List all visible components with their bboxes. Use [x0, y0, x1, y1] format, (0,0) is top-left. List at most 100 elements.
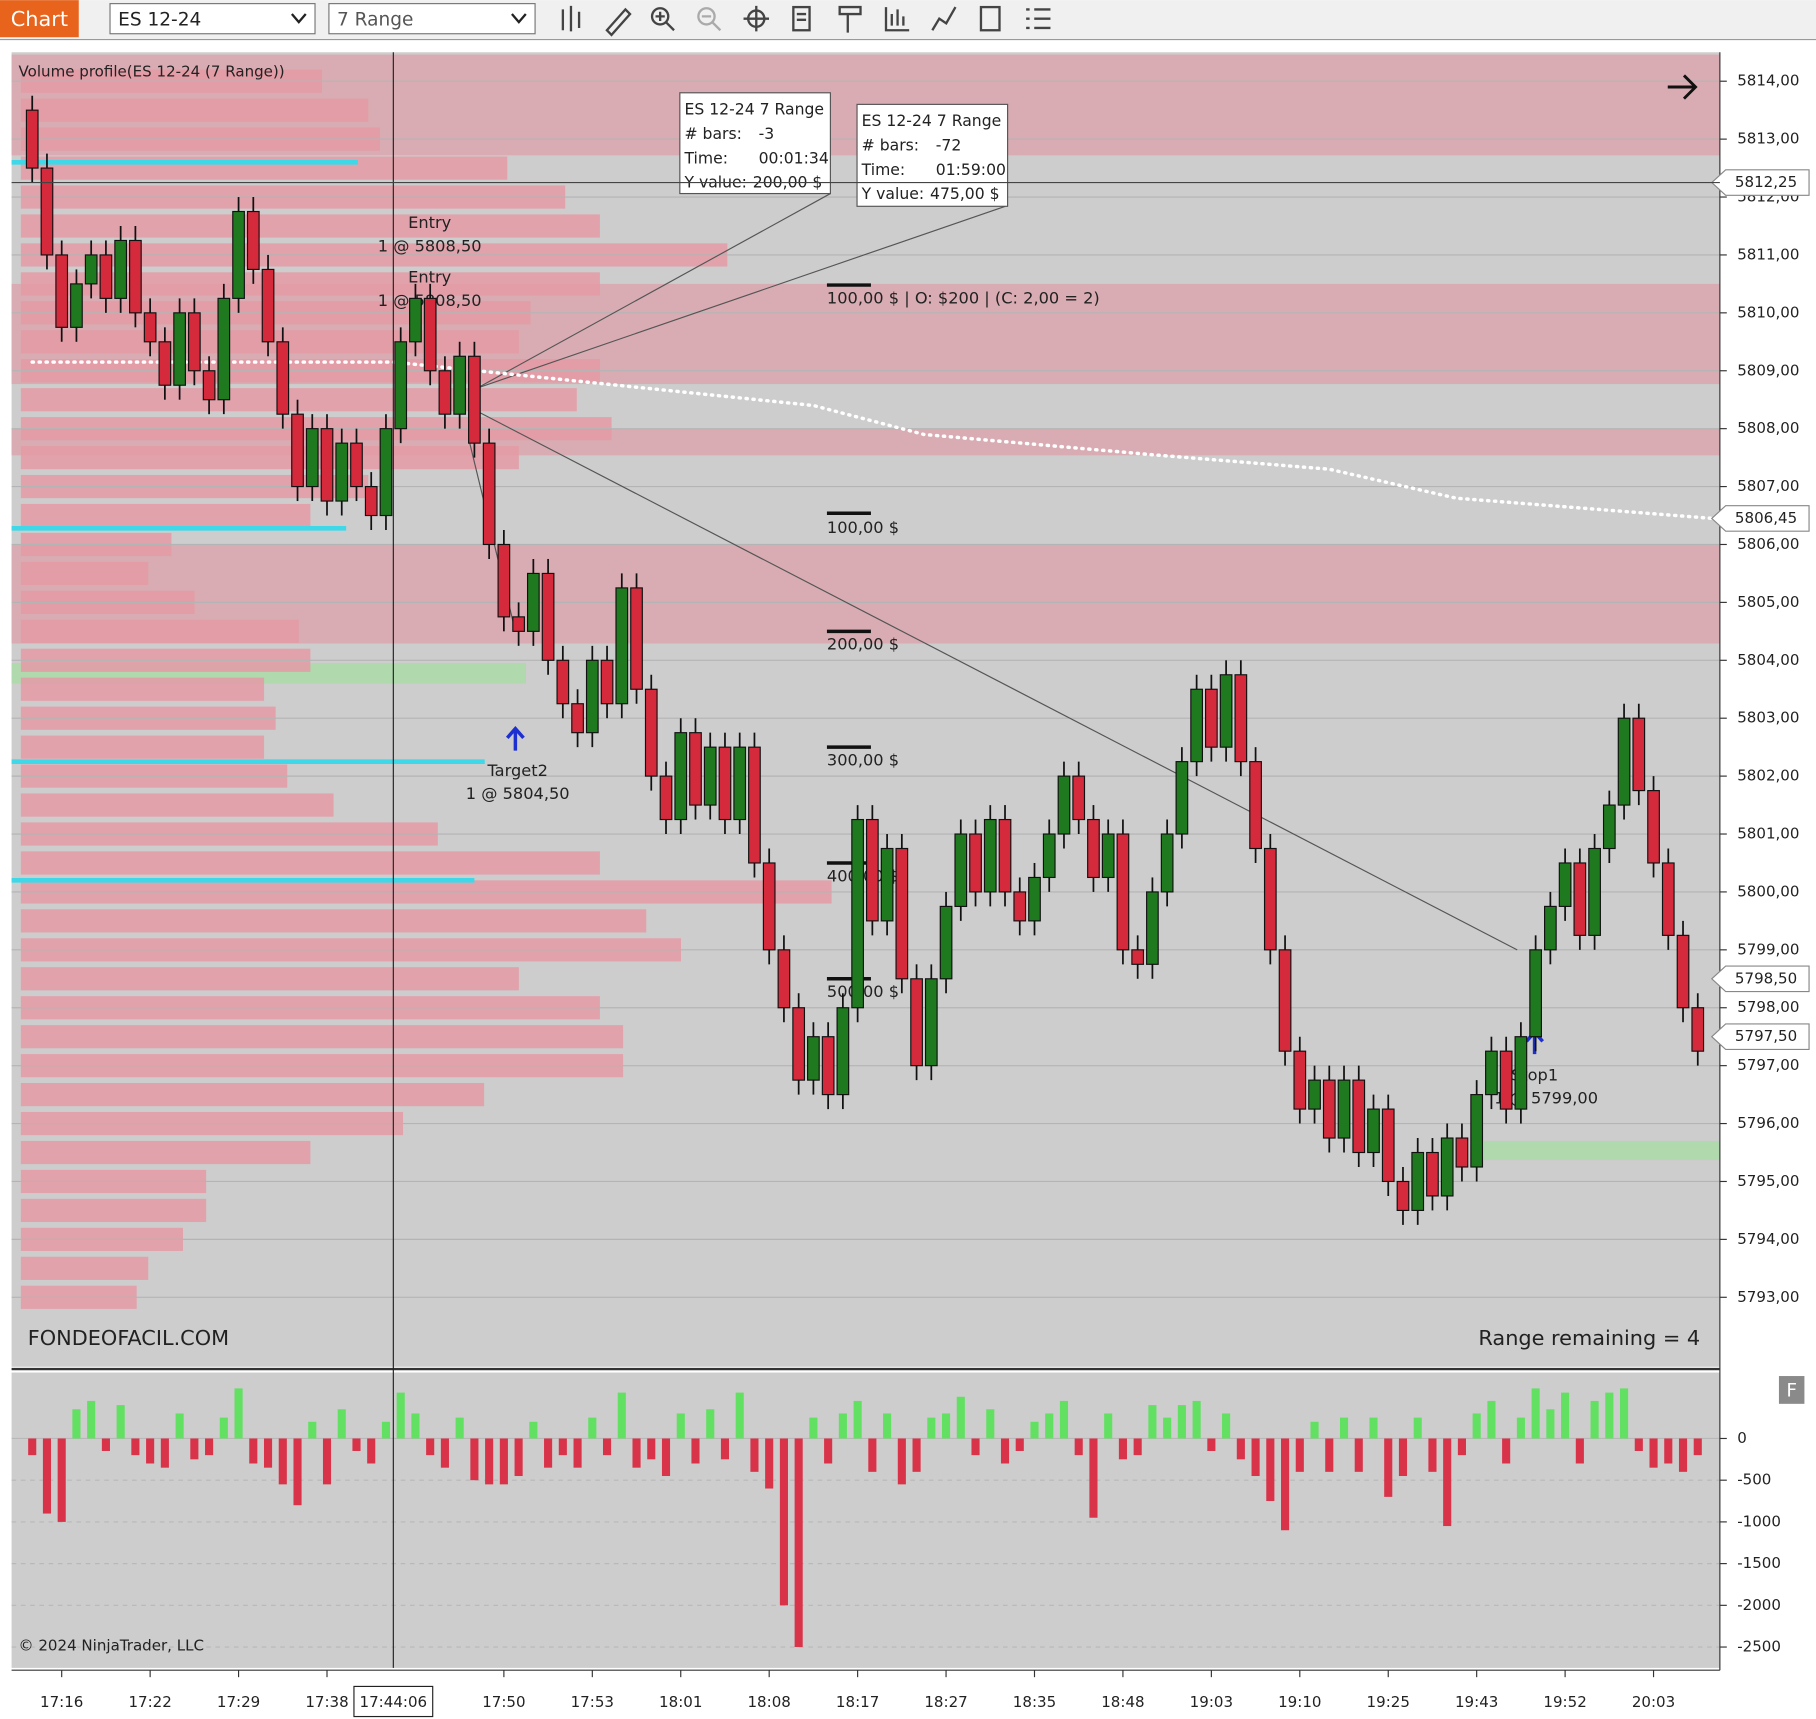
- candle-body: [423, 297, 437, 372]
- delta-bar: [573, 1438, 582, 1468]
- data-box-icon[interactable]: [792, 5, 811, 32]
- candle-body: [468, 355, 481, 444]
- delta-bar: [1354, 1438, 1363, 1472]
- instrument-select[interactable]: [109, 3, 316, 35]
- candle-body: [453, 355, 467, 415]
- tooltip-key: Time:: [683, 148, 728, 167]
- f-button[interactable]: [1778, 1376, 1805, 1404]
- x-tick-label: 20:03: [1632, 1693, 1675, 1711]
- candle-body: [173, 312, 186, 386]
- tooltip-box: [679, 92, 831, 195]
- candle-body: [541, 572, 555, 661]
- volume-profile-bar: [20, 967, 519, 991]
- instrument-label[interactable]: ES 12-24: [118, 9, 201, 30]
- delta-bar: [986, 1409, 995, 1439]
- delta-bar: [706, 1409, 715, 1439]
- delta-bar: [1015, 1438, 1024, 1451]
- candle-body: [1322, 1079, 1336, 1139]
- bars-icon[interactable]: [561, 5, 581, 32]
- delta-bar: [470, 1438, 479, 1481]
- delta-bar: [1398, 1438, 1408, 1477]
- candle-body: [379, 428, 393, 517]
- strategy-icon[interactable]: [931, 6, 957, 31]
- report-icon[interactable]: [979, 5, 1001, 32]
- candle-body: [1087, 818, 1100, 879]
- delta-bar: [1634, 1438, 1643, 1451]
- candle-body: [1573, 862, 1587, 936]
- dropdown-arrow: [511, 13, 527, 24]
- candle-body: [1308, 1079, 1321, 1110]
- candle-body: [497, 543, 511, 618]
- ruler-label: 300,00 $: [827, 751, 899, 770]
- chart-tab[interactable]: [0, 0, 79, 38]
- tooltip-value: 475,00 $: [930, 184, 1000, 203]
- zoom-in-icon[interactable]: [650, 7, 670, 26]
- delta-bar: [1059, 1400, 1069, 1439]
- templates-icon[interactable]: [838, 5, 862, 33]
- candle-body: [1661, 862, 1675, 936]
- ruler-label: 200,00 $: [827, 635, 899, 654]
- delta-bar: [440, 1438, 449, 1468]
- order-annotation: 1 @ 5804,50: [466, 784, 570, 803]
- draw-icon[interactable]: [605, 7, 632, 37]
- delta-bar: [1148, 1405, 1157, 1439]
- candle-body: [571, 703, 584, 734]
- zone: [1484, 1140, 1720, 1161]
- candle-body: [983, 818, 997, 893]
- volume-profile-bar: [20, 851, 600, 875]
- zoom-out-icon[interactable]: [697, 7, 716, 26]
- f-button-label[interactable]: F: [1786, 1381, 1797, 1402]
- tooltip: ES 12-24 7 Range # bars: -72 Time: 01:59…: [856, 103, 1009, 207]
- tooltip-key: Time:: [861, 160, 906, 179]
- candle-body: [777, 949, 791, 1009]
- delta-bar: [602, 1438, 612, 1456]
- x-tick-label: 17:53: [571, 1693, 614, 1711]
- candle-body: [1190, 688, 1203, 763]
- x-tick-label: 17:50: [482, 1693, 525, 1711]
- tooltip: ES 12-24 7 Range # bars: -3 Time: 00:01:…: [679, 92, 831, 195]
- volume-profile-bar: [20, 272, 600, 296]
- delta-bar: [1325, 1438, 1334, 1472]
- candle-body: [70, 283, 83, 328]
- delta-bar: [1561, 1392, 1570, 1439]
- range-remaining: Range remaining = 4: [1478, 1326, 1700, 1350]
- delta-bar: [1531, 1388, 1540, 1439]
- x-tick-label: 18:01: [659, 1693, 702, 1711]
- tooltip-key: Y value:: [861, 184, 924, 203]
- x-tick-label: 17:29: [217, 1693, 260, 1711]
- y-tick-label: 5796,00: [1737, 1114, 1799, 1132]
- indicators-icon[interactable]: [884, 7, 910, 32]
- candle-body: [129, 239, 142, 314]
- delta-bar: [544, 1438, 553, 1468]
- delta-bar: [897, 1438, 906, 1485]
- delta-bar: [617, 1392, 626, 1439]
- chart-tab-label[interactable]: Chart: [11, 7, 68, 31]
- candle-body: [836, 1007, 850, 1096]
- candle-body: [350, 442, 363, 488]
- delta-bar: [42, 1438, 52, 1514]
- volume-profile-bar: [20, 619, 299, 643]
- properties-icon[interactable]: [1026, 8, 1051, 30]
- bar-type-label[interactable]: 7 Range: [337, 9, 413, 30]
- candle-body: [55, 254, 69, 328]
- candle-body: [615, 587, 629, 705]
- candle-body: [1234, 674, 1248, 763]
- candle-body: [84, 254, 98, 285]
- delta-bar: [352, 1438, 361, 1451]
- volume-profile-bar: [20, 1198, 207, 1223]
- candle-body: [718, 746, 732, 821]
- watermark: FONDEOFACIL.COM: [28, 1326, 229, 1350]
- delta-bar: [853, 1400, 862, 1439]
- y-tick-label: 5813,00: [1737, 130, 1799, 148]
- delta-bar: [1104, 1413, 1113, 1439]
- x-tick-label: 17:22: [128, 1693, 171, 1711]
- delta-bar: [1516, 1417, 1525, 1439]
- candle-body: [600, 659, 614, 705]
- delta-y-tick-label: -2000: [1737, 1596, 1781, 1614]
- delta-bar: [588, 1417, 597, 1439]
- delta-bar: [1000, 1438, 1010, 1464]
- delta-bar: [485, 1438, 494, 1485]
- bar-type-select[interactable]: [328, 3, 536, 35]
- scroll-arrow[interactable]: [1667, 74, 1698, 100]
- volume-profile-bar: [20, 1140, 311, 1165]
